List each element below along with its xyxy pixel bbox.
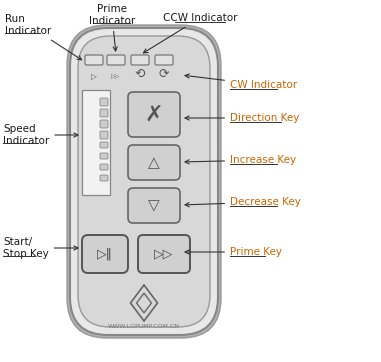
Text: △: △ — [148, 155, 160, 170]
FancyBboxPatch shape — [100, 153, 108, 159]
FancyBboxPatch shape — [100, 109, 108, 117]
Text: Increase Key: Increase Key — [185, 155, 296, 165]
FancyBboxPatch shape — [100, 120, 108, 128]
Text: ⟲: ⟲ — [135, 67, 145, 80]
Text: ▷▷: ▷▷ — [111, 75, 121, 80]
Text: ▷: ▷ — [91, 72, 97, 81]
FancyBboxPatch shape — [155, 55, 173, 65]
Text: WWW.LGPUMP.COM.CN: WWW.LGPUMP.COM.CN — [108, 324, 180, 329]
Bar — [82, 90, 110, 195]
FancyBboxPatch shape — [100, 98, 108, 106]
Text: Direction Key: Direction Key — [185, 113, 299, 123]
Text: Start/
Stop Key: Start/ Stop Key — [3, 237, 78, 259]
FancyBboxPatch shape — [128, 145, 180, 180]
FancyBboxPatch shape — [131, 55, 149, 65]
FancyBboxPatch shape — [82, 235, 128, 273]
FancyBboxPatch shape — [100, 164, 108, 170]
Text: ▷‖: ▷‖ — [97, 248, 113, 261]
Text: CCW Indicator: CCW Indicator — [143, 13, 237, 53]
FancyBboxPatch shape — [70, 28, 218, 335]
Text: CW Indicator: CW Indicator — [185, 74, 297, 90]
FancyBboxPatch shape — [128, 188, 180, 223]
FancyBboxPatch shape — [138, 235, 190, 273]
FancyBboxPatch shape — [100, 175, 108, 181]
Text: ⟳: ⟳ — [159, 67, 169, 80]
Text: ▽: ▽ — [148, 198, 160, 213]
Text: ✗: ✗ — [145, 105, 163, 125]
FancyBboxPatch shape — [128, 92, 180, 137]
Text: Decrease Key: Decrease Key — [185, 197, 301, 207]
FancyBboxPatch shape — [85, 55, 103, 65]
FancyBboxPatch shape — [78, 36, 210, 327]
Text: Prime Key: Prime Key — [185, 247, 282, 257]
Text: Prime
Indicator: Prime Indicator — [89, 4, 135, 51]
FancyBboxPatch shape — [100, 142, 108, 148]
FancyBboxPatch shape — [100, 131, 108, 139]
Text: ▷▷: ▷▷ — [154, 248, 174, 261]
Text: Run
Indicator: Run Indicator — [5, 14, 82, 60]
FancyBboxPatch shape — [107, 55, 125, 65]
FancyBboxPatch shape — [67, 25, 221, 338]
Text: Speed
Indicator: Speed Indicator — [3, 124, 78, 146]
